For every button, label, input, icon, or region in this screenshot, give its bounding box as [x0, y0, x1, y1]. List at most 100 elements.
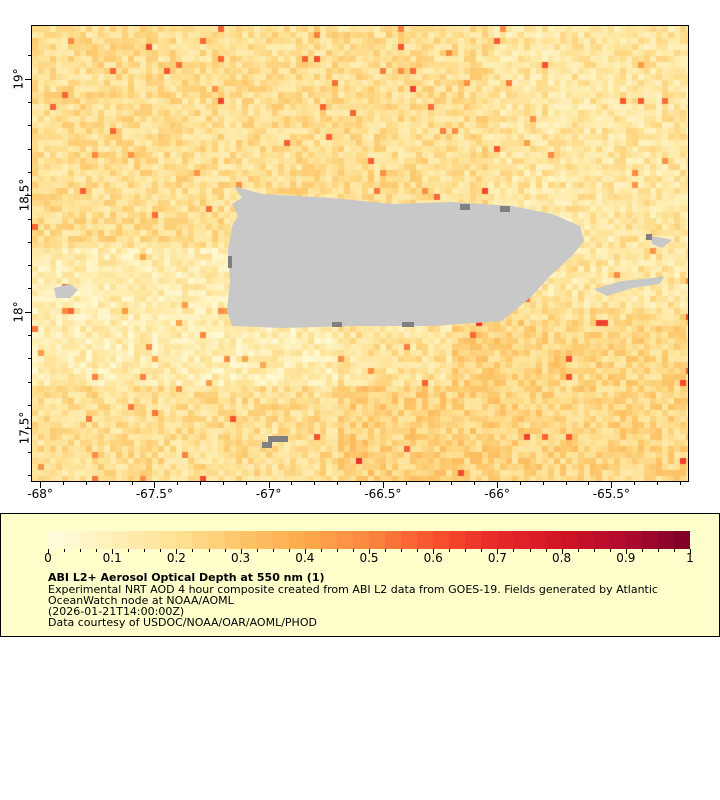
colorbar-tick	[96, 549, 98, 552]
latitude-tick	[28, 265, 31, 267]
colorbar-tick	[513, 549, 515, 552]
latitude-tick	[28, 335, 31, 337]
colorbar-tick	[336, 549, 338, 552]
colorbar-tick	[192, 549, 194, 552]
longitude-tick	[62, 482, 64, 485]
latitude-tick	[28, 241, 31, 243]
colorbar-tick	[160, 549, 162, 552]
longitude-tick	[291, 482, 293, 485]
longitude-tick	[131, 482, 133, 485]
colorbar-tick	[385, 549, 387, 552]
longitude-tick	[245, 482, 247, 485]
longitude-tick	[565, 482, 567, 485]
colorbar-tick	[112, 549, 114, 554]
legend-time: (2026-01-21T14:00:00Z)	[48, 605, 185, 618]
longitude-tick	[382, 482, 384, 488]
legend-description-1: Experimental NRT AOD 4 hour composite cr…	[48, 583, 658, 596]
colorbar-tick	[288, 549, 290, 552]
colorbar-tick-label: 0.6	[423, 551, 443, 565]
colorbar-tick	[176, 549, 178, 554]
latitude-tick	[28, 475, 31, 476]
colorbar-tick	[128, 549, 130, 552]
colorbar-tick	[561, 549, 563, 554]
longitude-tick-label: -65.5°	[592, 487, 630, 501]
colorbar-tick	[320, 549, 322, 552]
longitude-tick	[657, 482, 658, 485]
colorbar-tick	[465, 549, 467, 552]
colorbar-tick-label: 0.8	[552, 551, 572, 565]
colorbar-tick	[625, 549, 627, 554]
colorbar-tick	[48, 549, 49, 554]
longitude-tick-label: -67°	[255, 487, 282, 501]
longitude-tick	[451, 482, 453, 485]
colorbar-tick	[673, 549, 675, 552]
longitude-tick	[200, 482, 202, 485]
colorbar-tick-label: 0.5	[359, 551, 379, 565]
colorbar	[48, 531, 690, 549]
puerto-rico-land	[227, 186, 584, 328]
colorbar-tick-label: 1	[686, 551, 694, 565]
latitude-tick	[28, 381, 31, 383]
colorbar-tick	[256, 549, 258, 552]
colorbar-tick-label: 0.3	[231, 551, 251, 565]
longitude-tick	[85, 482, 87, 485]
colorbar-tick	[144, 549, 146, 552]
longitude-tick	[497, 482, 499, 488]
longitude-tick-label: -66°	[484, 487, 510, 501]
colorbar-tick-label: 0.4	[295, 551, 315, 565]
colorbar-tick	[609, 549, 611, 552]
longitude-tick	[268, 482, 270, 488]
longitude-tick	[40, 482, 42, 488]
latitude-tick	[28, 218, 31, 220]
land-overlay	[54, 186, 672, 448]
latitude-tick	[25, 311, 31, 313]
colorbar-tick-label: 0.7	[487, 551, 507, 565]
latitude-tick	[28, 288, 31, 290]
nodata-cells	[228, 204, 652, 448]
latitude-tick	[25, 78, 31, 80]
longitude-tick	[634, 482, 636, 485]
culebra-land	[650, 236, 672, 248]
latitude-tick	[28, 405, 31, 407]
colorbar-tick	[529, 549, 531, 552]
longitude-tick-label: -67.5°	[135, 487, 173, 501]
colorbar-tick	[224, 549, 226, 552]
colorbar-tick	[272, 549, 274, 552]
colorbar-tick	[577, 549, 579, 552]
colorbar-tick-label: 0	[44, 551, 52, 565]
longitude-tick	[588, 482, 590, 485]
colorbar-tick	[80, 549, 82, 552]
longitude-tick	[474, 482, 476, 485]
longitude-tick	[542, 482, 544, 485]
legend-description-2: OceanWatch node at NOAA/AOML	[48, 594, 234, 607]
colorbar-tick	[352, 549, 354, 552]
latitude-tick	[28, 358, 31, 360]
colorbar-tick	[641, 549, 643, 552]
colorbar-tick	[401, 549, 403, 552]
colorbar-tick	[417, 549, 419, 552]
longitude-tick	[611, 482, 613, 488]
longitude-tick	[360, 482, 361, 485]
latitude-tick-label: 19°	[11, 67, 26, 90]
latitude-tick	[28, 55, 31, 57]
latitude-tick	[28, 125, 31, 127]
colorbar-tick	[433, 549, 435, 554]
colorbar-tick-label: 0.9	[616, 551, 636, 565]
colorbar-tick	[64, 549, 66, 552]
latitude-tick	[25, 428, 31, 430]
longitude-tick	[428, 482, 430, 485]
longitude-tick	[177, 482, 179, 485]
colorbar-tick	[690, 549, 691, 554]
colorbar-tick	[593, 549, 595, 552]
colorbar-tick	[497, 549, 499, 554]
latitude-tick	[28, 101, 31, 103]
legend-panel: 0 0.1 0.2 0.3 0.4 0.5 0.6 0.7 0.8 0.9 1 ABI L2+ Ae…	[0, 513, 720, 637]
longitude-tick	[405, 482, 407, 485]
latitude-tick	[25, 195, 31, 197]
latitude-tick	[28, 148, 31, 150]
latitude-tick	[28, 171, 31, 173]
longitude-tick-label: -66.5°	[364, 487, 402, 501]
aod-map	[31, 25, 689, 482]
latitude-tick	[28, 451, 31, 453]
colorbar-tick	[369, 549, 370, 554]
